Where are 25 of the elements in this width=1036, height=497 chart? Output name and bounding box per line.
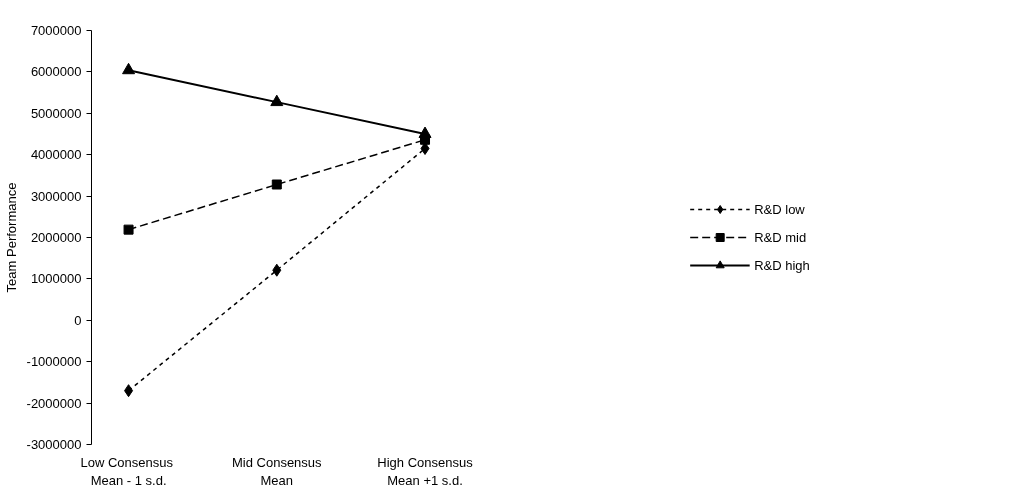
y-tick-label: 4000000 bbox=[30, 147, 82, 163]
legend-label: R&D mid bbox=[754, 229, 807, 245]
point bbox=[122, 62, 136, 75]
y-tick-label: -1000000 bbox=[26, 354, 82, 370]
y-tick-label: -2000000 bbox=[26, 395, 82, 411]
y-tick-label: 1000000 bbox=[30, 271, 82, 287]
legend-label: R&D low bbox=[754, 201, 805, 217]
point bbox=[271, 179, 282, 190]
y-tick-label: -3000000 bbox=[26, 437, 82, 452]
y-axis-title: Team Performance bbox=[3, 182, 19, 293]
x-tick-label: High Consensus Mean +1 s.d. bbox=[377, 454, 474, 488]
point bbox=[270, 94, 284, 107]
y-tick-label: 5000000 bbox=[30, 105, 82, 121]
y-tick-label: 3000000 bbox=[30, 188, 82, 204]
x-tick-label: Mid Consensus Mean bbox=[232, 454, 323, 488]
point bbox=[418, 126, 432, 138]
y-tick-label: 7000000 bbox=[30, 23, 82, 38]
y-tick-label: 2000000 bbox=[30, 230, 82, 245]
y-tick-label: 0 bbox=[74, 312, 82, 328]
x-tick-label: Low Consensus Mean - 1 s.d. bbox=[80, 454, 174, 488]
y-tick-label: 6000000 bbox=[30, 64, 82, 80]
point bbox=[272, 263, 282, 277]
point bbox=[123, 224, 134, 235]
legend-label: R&D high bbox=[754, 257, 810, 273]
point bbox=[124, 384, 134, 398]
